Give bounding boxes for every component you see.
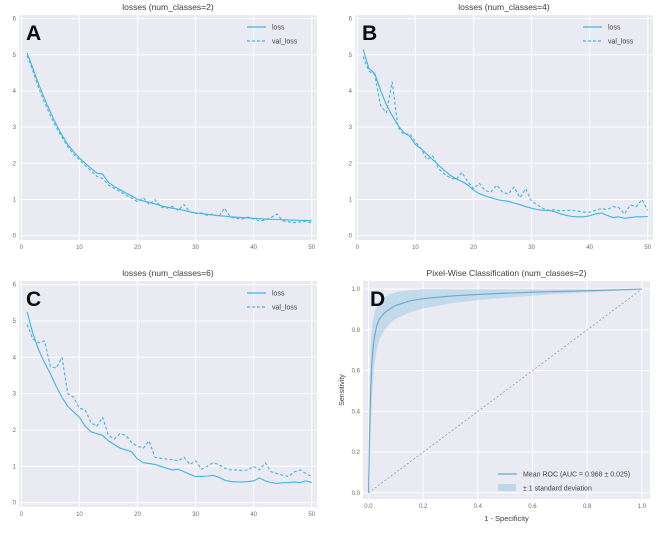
y-tick-label: 0.0 [352, 491, 361, 497]
y-tick-label: 1 [13, 464, 17, 470]
x-tick-label: 20 [134, 245, 141, 251]
roc-chart-num-classes-2: 0.0 0.2 0.4 0.6 0.8 1.0 0.0 0.2 0.4 0.6 0.8 1.0 Pixe… [336, 266, 672, 533]
legend-label: val_loss [608, 39, 634, 46]
x-tick-label: 0.2 [419, 504, 428, 510]
x-tick-label: 10 [412, 245, 419, 251]
legend: loss val_loss [583, 25, 634, 46]
y-tick-label: 0.8 [352, 328, 361, 334]
legend-label: val_loss [272, 305, 298, 312]
y-tick-label: 3 [13, 392, 17, 398]
legend: Mean ROC (AUC = 0.968 ± 0.025) ± 1 standa… [498, 472, 630, 493]
x-tick-label: 20 [134, 512, 141, 518]
series-loss [26, 311, 312, 484]
y-tick-label: 5 [13, 319, 17, 325]
panel-c-svg: 0 10 20 30 40 50 0 1 2 3 4 5 6 losses (num_classes=6)… [13, 268, 317, 518]
x-tick-label: 40 [250, 245, 257, 251]
legend: loss val_loss [247, 291, 298, 312]
y-tick-label: 6 [13, 17, 17, 23]
y-tick-label: 4 [349, 89, 353, 95]
panel-letter: D [370, 288, 385, 311]
panel-letter: C [26, 288, 41, 311]
x-tick-label: 40 [250, 512, 257, 518]
y-tick-label: 1.0 [352, 287, 361, 293]
x-tick-label: 20 [470, 245, 477, 251]
x-tick-label: 0.6 [528, 504, 537, 510]
y-tick-label: 0 [13, 501, 17, 507]
y-axis-label: Sensitivity [339, 374, 346, 406]
x-tick-label: 0 [20, 245, 24, 251]
chart-title: losses (num_classes=4) [458, 2, 550, 12]
panel-b-svg: 0 10 20 30 40 50 0 1 2 3 4 5 6 losses (num_classes=4)… [349, 2, 653, 251]
legend-label: loss [272, 25, 285, 32]
y-tick-label: 1 [13, 197, 17, 203]
x-tick-label: 30 [528, 245, 535, 251]
y-tick-label: 2 [13, 161, 17, 167]
x-tick-label: 0.0 [364, 504, 373, 510]
y-tick-label: 2 [13, 428, 17, 434]
legend-label: ± 1 standard deviation [523, 486, 592, 493]
x-tick-label: 30 [192, 512, 199, 518]
chart-title: Pixel-Wise Classification (num_classes=2… [427, 268, 587, 278]
y-tick-label: 2 [349, 161, 353, 167]
loss-chart-num-classes-2: 0 10 20 30 40 50 0 1 2 3 4 5 6 losses (num_classes=2)… [0, 0, 336, 266]
series-loss [362, 49, 648, 219]
std-deviation-band [368, 289, 642, 493]
legend: loss val_loss [247, 25, 298, 46]
y-tick-label: 5 [349, 53, 353, 59]
legend-label: loss [608, 25, 621, 32]
y-tick-label: 3 [13, 125, 17, 131]
x-tick-label: 30 [192, 245, 199, 251]
legend-patch-swatch [498, 484, 516, 491]
y-tick-label: 3 [349, 125, 353, 131]
legend-label: loss [272, 291, 285, 298]
chart-title: losses (num_classes=6) [122, 268, 214, 278]
series-val_loss [362, 56, 649, 215]
mean-roc-line [367, 288, 642, 493]
legend-label: Mean ROC (AUC = 0.968 ± 0.025) [523, 472, 630, 479]
x-axis-label: 1 - Specificity [484, 514, 529, 523]
x-tick-label: 0.4 [474, 504, 483, 510]
x-tick-label: 50 [644, 245, 651, 251]
x-tick-label: 0 [356, 245, 360, 251]
x-tick-label: 1.0 [638, 504, 647, 510]
panel-letter: A [26, 22, 41, 45]
x-tick-label: 10 [76, 245, 83, 251]
panel-a-svg: 0 10 20 30 40 50 0 1 2 3 4 5 6 losses (num_classes=2)… [13, 2, 317, 251]
x-tick-label: 0 [20, 512, 24, 518]
y-tick-label: 4 [13, 89, 17, 95]
y-tick-label: 6 [13, 283, 17, 289]
y-tick-label: 5 [13, 53, 17, 59]
series-loss [26, 52, 312, 222]
x-tick-label: 10 [76, 512, 83, 518]
y-tick-label: 0.2 [352, 450, 361, 456]
panel-d-svg: 0.0 0.2 0.4 0.6 0.8 1.0 0.0 0.2 0.4 0.6 0.8 1.0 Pixe… [339, 268, 650, 523]
y-tick-label: 1 [349, 197, 353, 203]
legend-label: val_loss [272, 39, 298, 46]
series-val_loss [26, 55, 312, 224]
y-tick-label: 6 [349, 17, 353, 23]
chance-diagonal-line [368, 288, 643, 494]
chart-title: losses (num_classes=2) [122, 2, 214, 12]
x-tick-label: 50 [308, 512, 315, 518]
y-tick-label: 0 [349, 234, 353, 240]
y-tick-label: 4 [13, 355, 17, 361]
x-tick-label: 50 [308, 245, 315, 251]
panel-letter: B [362, 22, 377, 45]
loss-chart-num-classes-6: 0 10 20 30 40 50 0 1 2 3 4 5 6 losses (num_classes=6)… [0, 266, 336, 533]
loss-chart-num-classes-4: 0 10 20 30 40 50 0 1 2 3 4 5 6 losses (num_classes=4)… [336, 0, 672, 266]
x-tick-label: 40 [586, 245, 593, 251]
y-tick-label: 0.6 [352, 369, 361, 375]
x-tick-label: 0.8 [583, 504, 592, 510]
y-tick-label: 0.4 [352, 409, 361, 415]
y-tick-label: 0 [13, 234, 17, 240]
